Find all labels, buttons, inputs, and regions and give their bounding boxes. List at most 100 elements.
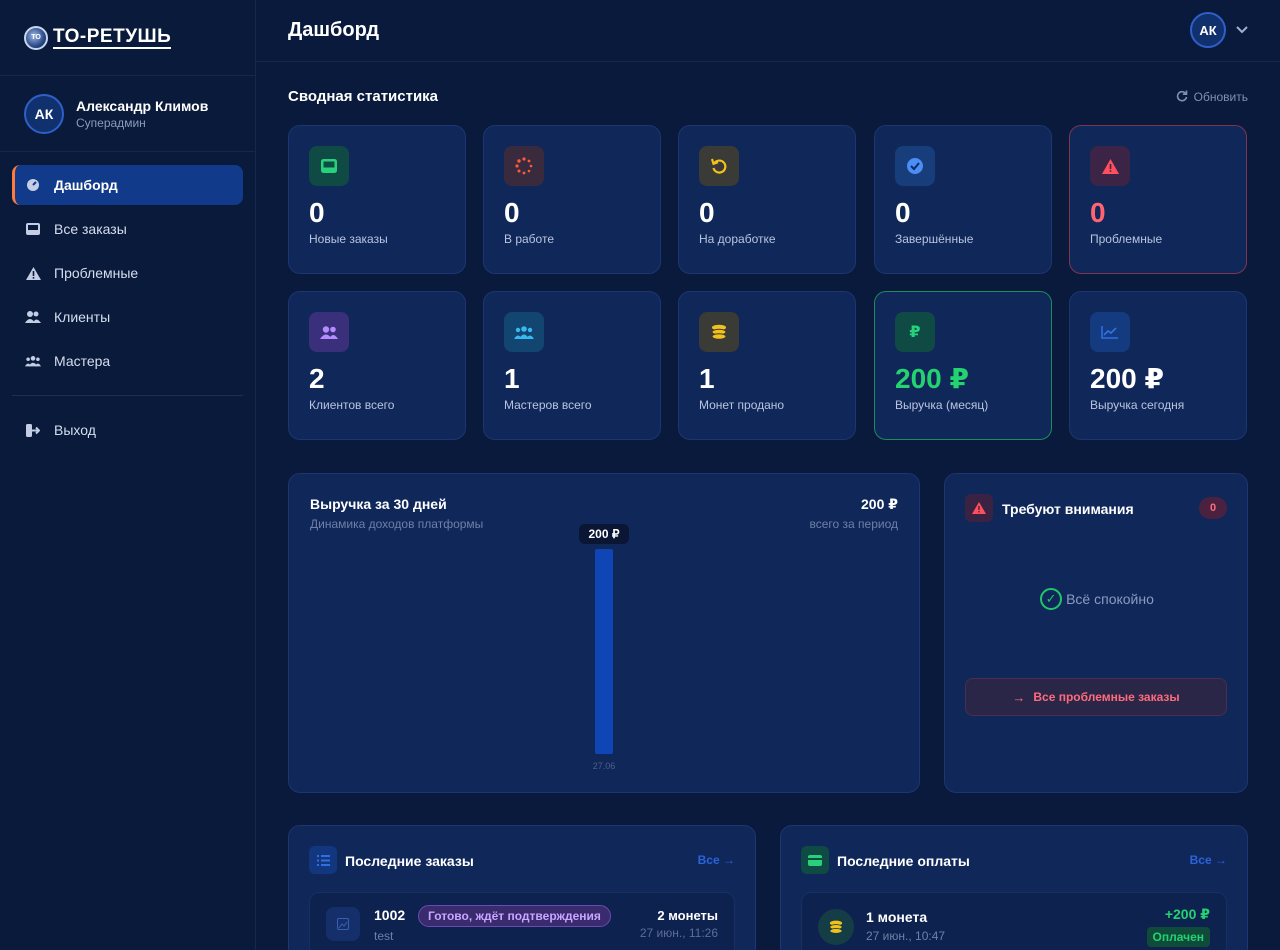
stat-card-in-progress[interactable]: 0 В работе [483,125,661,274]
arrow-right-icon: → [1215,853,1227,867]
sidebar: ТО ТО-РЕТУШЬ АК Александр Климов Суперад… [0,0,256,950]
stat-card-coins[interactable]: 1 Монет продано [678,291,856,440]
stat-label: Выручка (месяц) [895,398,989,412]
list-item[interactable]: 1 монета 27 июн., 10:47 +200 ₽ Оплачен [801,892,1227,950]
refresh-icon [1175,89,1188,105]
stat-value: 0 [895,197,911,228]
dashboard-icon [25,177,41,193]
warning-icon [25,265,41,281]
all-clear-text: Всё спокойно [1066,591,1154,607]
user-profile: АК Александр Климов Суперадмин [0,76,255,152]
sidebar-item-label: Дашборд [54,177,118,193]
sidebar-nav: Дашборд Все заказы Проблемные Клиенты Ма… [0,152,255,381]
chart-total: 200 ₽ [861,496,898,512]
header-avatar[interactable]: АК [1190,12,1226,48]
stat-card-problems[interactable]: 0 Проблемные [1069,125,1247,274]
sidebar-item-problems[interactable]: Проблемные [12,253,243,293]
sidebar-item-dashboard[interactable]: Дашборд [12,165,243,205]
chart-title: Выручка за 30 дней [310,496,447,512]
list-item[interactable]: 1002 Готово, ждёт подтверждения test 2 м… [309,892,735,950]
stat-card-clients[interactable]: 2 Клиентов всего [288,291,466,440]
order-number: 1002 [374,907,406,923]
chevron-down-icon[interactable] [1236,23,1248,37]
refresh-label: Обновить [1193,90,1248,104]
inbox-icon [309,146,349,186]
sidebar-item-masters[interactable]: Мастера [12,341,243,381]
button-label: Все проблемные заказы [1033,690,1180,704]
chart-tick-label: 27.06 [593,761,616,771]
recent-payments-title: Последние оплаты [837,853,970,869]
recent-payments-all-link[interactable]: Все → [1189,853,1227,867]
spinner-icon [504,146,544,186]
payment-status-badge: Оплачен [1146,927,1210,947]
stat-label: Клиентов всего [309,398,395,412]
revenue-chart-panel: 200 ₽ 27.06 Выручка за 30 дней Динамика д… [288,473,920,793]
stat-label: Мастеров всего [504,398,592,412]
chart-subtitle: Динамика доходов платформы [310,517,484,531]
recent-orders-all-link[interactable]: Все → [697,853,735,867]
sidebar-item-label: Все заказы [54,221,127,237]
recent-orders-title: Последние заказы [345,853,474,869]
stat-card-revenue-today[interactable]: 200 ₽ Выручка сегодня [1069,291,1247,440]
stat-label: В работе [504,232,555,246]
payment-date: 27 июн., 10:47 [866,929,946,943]
sidebar-item-label: Мастера [54,353,111,369]
sidebar-item-label: Клиенты [54,309,111,325]
card-icon [801,846,829,874]
order-description: test [374,929,394,943]
revenue-chart: 200 ₽ 27.06 [579,524,629,771]
user-menu[interactable]: АК [1190,12,1248,48]
all-problem-orders-button[interactable]: → Все проблемные заказы [965,678,1227,716]
refresh-button[interactable]: Обновить [1175,89,1248,105]
recent-orders-panel: Последние заказы Все → 1002 Готово, ждёт… [288,825,756,950]
list-icon [309,846,337,874]
stat-value: 1 [504,363,520,394]
inbox-icon [25,221,41,237]
stat-card-completed[interactable]: 0 Завершённые [874,125,1052,274]
warning-icon [1090,146,1130,186]
stat-value: 1 [699,363,715,394]
stat-card-revenue-month[interactable]: ₽ 200 ₽ Выручка (месяц) [874,291,1052,440]
team-icon [25,353,41,369]
attention-title: Требуют внимания [1002,501,1134,517]
stat-value: 200 ₽ [895,363,969,394]
stat-label: Выручка сегодня [1090,398,1185,412]
stat-value: 0 [699,197,715,228]
user-name: Александр Климов [76,97,209,114]
logout-icon [25,422,41,438]
recent-payments-panel: Последние оплаты Все → 1 монета 27 июн.,… [780,825,1248,950]
stat-label: Монет продано [699,398,785,412]
stat-value: 0 [504,197,520,228]
coins-icon [818,909,854,945]
attention-count-badge: 0 [1199,497,1227,519]
logo[interactable]: ТО ТО-РЕТУШЬ [0,0,255,76]
team-icon [504,312,544,352]
stat-label: Проблемные [1090,232,1163,246]
sidebar-item-clients[interactable]: Клиенты [12,297,243,337]
summary-title: Сводная статистика [288,88,439,105]
chart-bar[interactable] [595,549,613,754]
sidebar-item-orders[interactable]: Все заказы [12,209,243,249]
ruble-icon: ₽ [895,312,935,352]
chart-total-label: всего за период [809,517,898,531]
all-clear-message: ✓ Всё спокойно [945,588,1249,610]
arrow-right-icon: → [1012,689,1026,705]
order-amount: 2 монеты [657,908,718,923]
logo-emblem-icon: ТО [24,25,48,50]
logout-button[interactable]: Выход [12,410,243,450]
stat-value: 0 [309,197,325,228]
image-icon [326,907,360,941]
logo-text: ТО-РЕТУШЬ [53,25,172,49]
sidebar-item-label: Проблемные [54,265,139,281]
stat-card-new-orders[interactable]: 0 Новые заказы [288,125,466,274]
arrow-right-icon: → [723,853,735,867]
stat-value: 2 [309,363,325,394]
stat-card-revision[interactable]: 0 На доработке [678,125,856,274]
chart-data-label-bg [579,524,629,544]
chart-data-label: 200 ₽ [589,527,620,541]
trend-up-icon [1090,312,1130,352]
page-title: Дашборд [288,19,380,41]
users-icon [309,312,349,352]
top-header: Дашборд АК [256,0,1280,62]
stat-card-masters[interactable]: 1 Мастеров всего [483,291,661,440]
